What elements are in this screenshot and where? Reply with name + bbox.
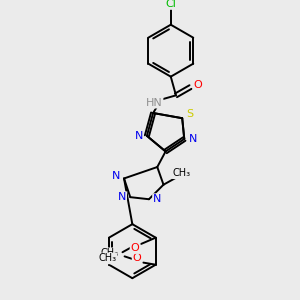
Text: HN: HN (146, 98, 163, 108)
Text: Cl: Cl (165, 0, 176, 9)
Text: CH₃: CH₃ (98, 254, 116, 263)
Text: O: O (130, 243, 139, 253)
Text: CH₃: CH₃ (100, 248, 118, 258)
Text: N: N (153, 194, 161, 204)
Text: N: N (188, 134, 197, 144)
Text: O: O (194, 80, 202, 90)
Text: CH₃: CH₃ (173, 168, 191, 178)
Text: N: N (112, 171, 120, 182)
Text: N: N (134, 131, 143, 141)
Text: N: N (118, 192, 126, 202)
Text: S: S (186, 109, 193, 119)
Text: O: O (133, 254, 141, 263)
